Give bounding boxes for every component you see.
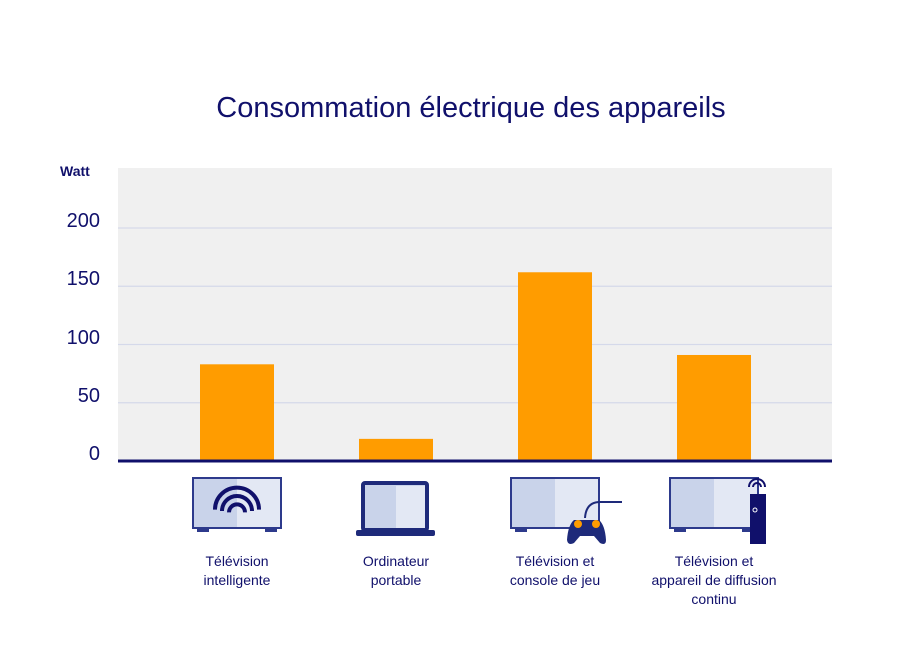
x-tick-label-line: appareil de diffusion (651, 572, 777, 588)
bar (359, 438, 433, 461)
y-tick-label: 200 (66, 210, 100, 232)
smart-tv-icon (192, 477, 282, 532)
wifi-arc (213, 485, 261, 510)
y-tick-label: 150 (66, 268, 100, 291)
y-tick-label: 50 (77, 384, 100, 407)
bar (200, 364, 274, 461)
signal-arc (748, 478, 766, 488)
bar (518, 272, 592, 461)
signal-arc (752, 482, 762, 488)
x-tick-label: Télévision intelligente (152, 552, 322, 590)
y-tick-label: 0 (88, 443, 100, 465)
tv-foot (197, 528, 209, 532)
remote-button (752, 507, 758, 513)
x-tick-label: Ordinateur portable (311, 552, 481, 590)
controller-body (567, 520, 606, 544)
chart-title: Consommation électrique des appareils (216, 92, 726, 124)
y-axis-label: Watt (60, 163, 90, 179)
tv-game-console-icon (510, 477, 622, 544)
x-tick-label: Télévision et console de jeu (470, 552, 640, 590)
controller-button (574, 520, 582, 528)
laptop-base (356, 530, 435, 536)
x-tick-label-line: continu (691, 591, 737, 607)
x-tick-label: Télévision et appareil de diffusion contin… (629, 552, 799, 609)
remote-body (750, 494, 766, 544)
tv-streaming-device-icon (669, 477, 766, 544)
x-tick-label-line: Télévision et (515, 553, 595, 569)
tv-foot (265, 528, 277, 532)
x-tick-label-line: Télévision et (674, 553, 754, 569)
x-tick-label-line: console de jeu (509, 572, 601, 588)
y-tick-label: 100 (66, 326, 100, 349)
laptop-screen-highlight (396, 486, 425, 528)
x-tick-label-line: portable (370, 572, 422, 588)
tv-foot (515, 528, 527, 532)
wifi-arc (220, 494, 254, 512)
x-tick-label-line: Ordinateur (362, 553, 430, 569)
x-tick-label-line: Télévision (205, 553, 269, 569)
tv-foot (674, 528, 686, 532)
wifi-arc (227, 502, 247, 513)
x-tick-label-line: intelligente (203, 572, 271, 588)
tv-foot (742, 528, 754, 532)
laptop-icon (356, 481, 435, 536)
bar (677, 354, 751, 461)
controller-cable (584, 501, 622, 519)
controller-button (592, 520, 600, 528)
tv-screen-highlight (555, 479, 598, 527)
